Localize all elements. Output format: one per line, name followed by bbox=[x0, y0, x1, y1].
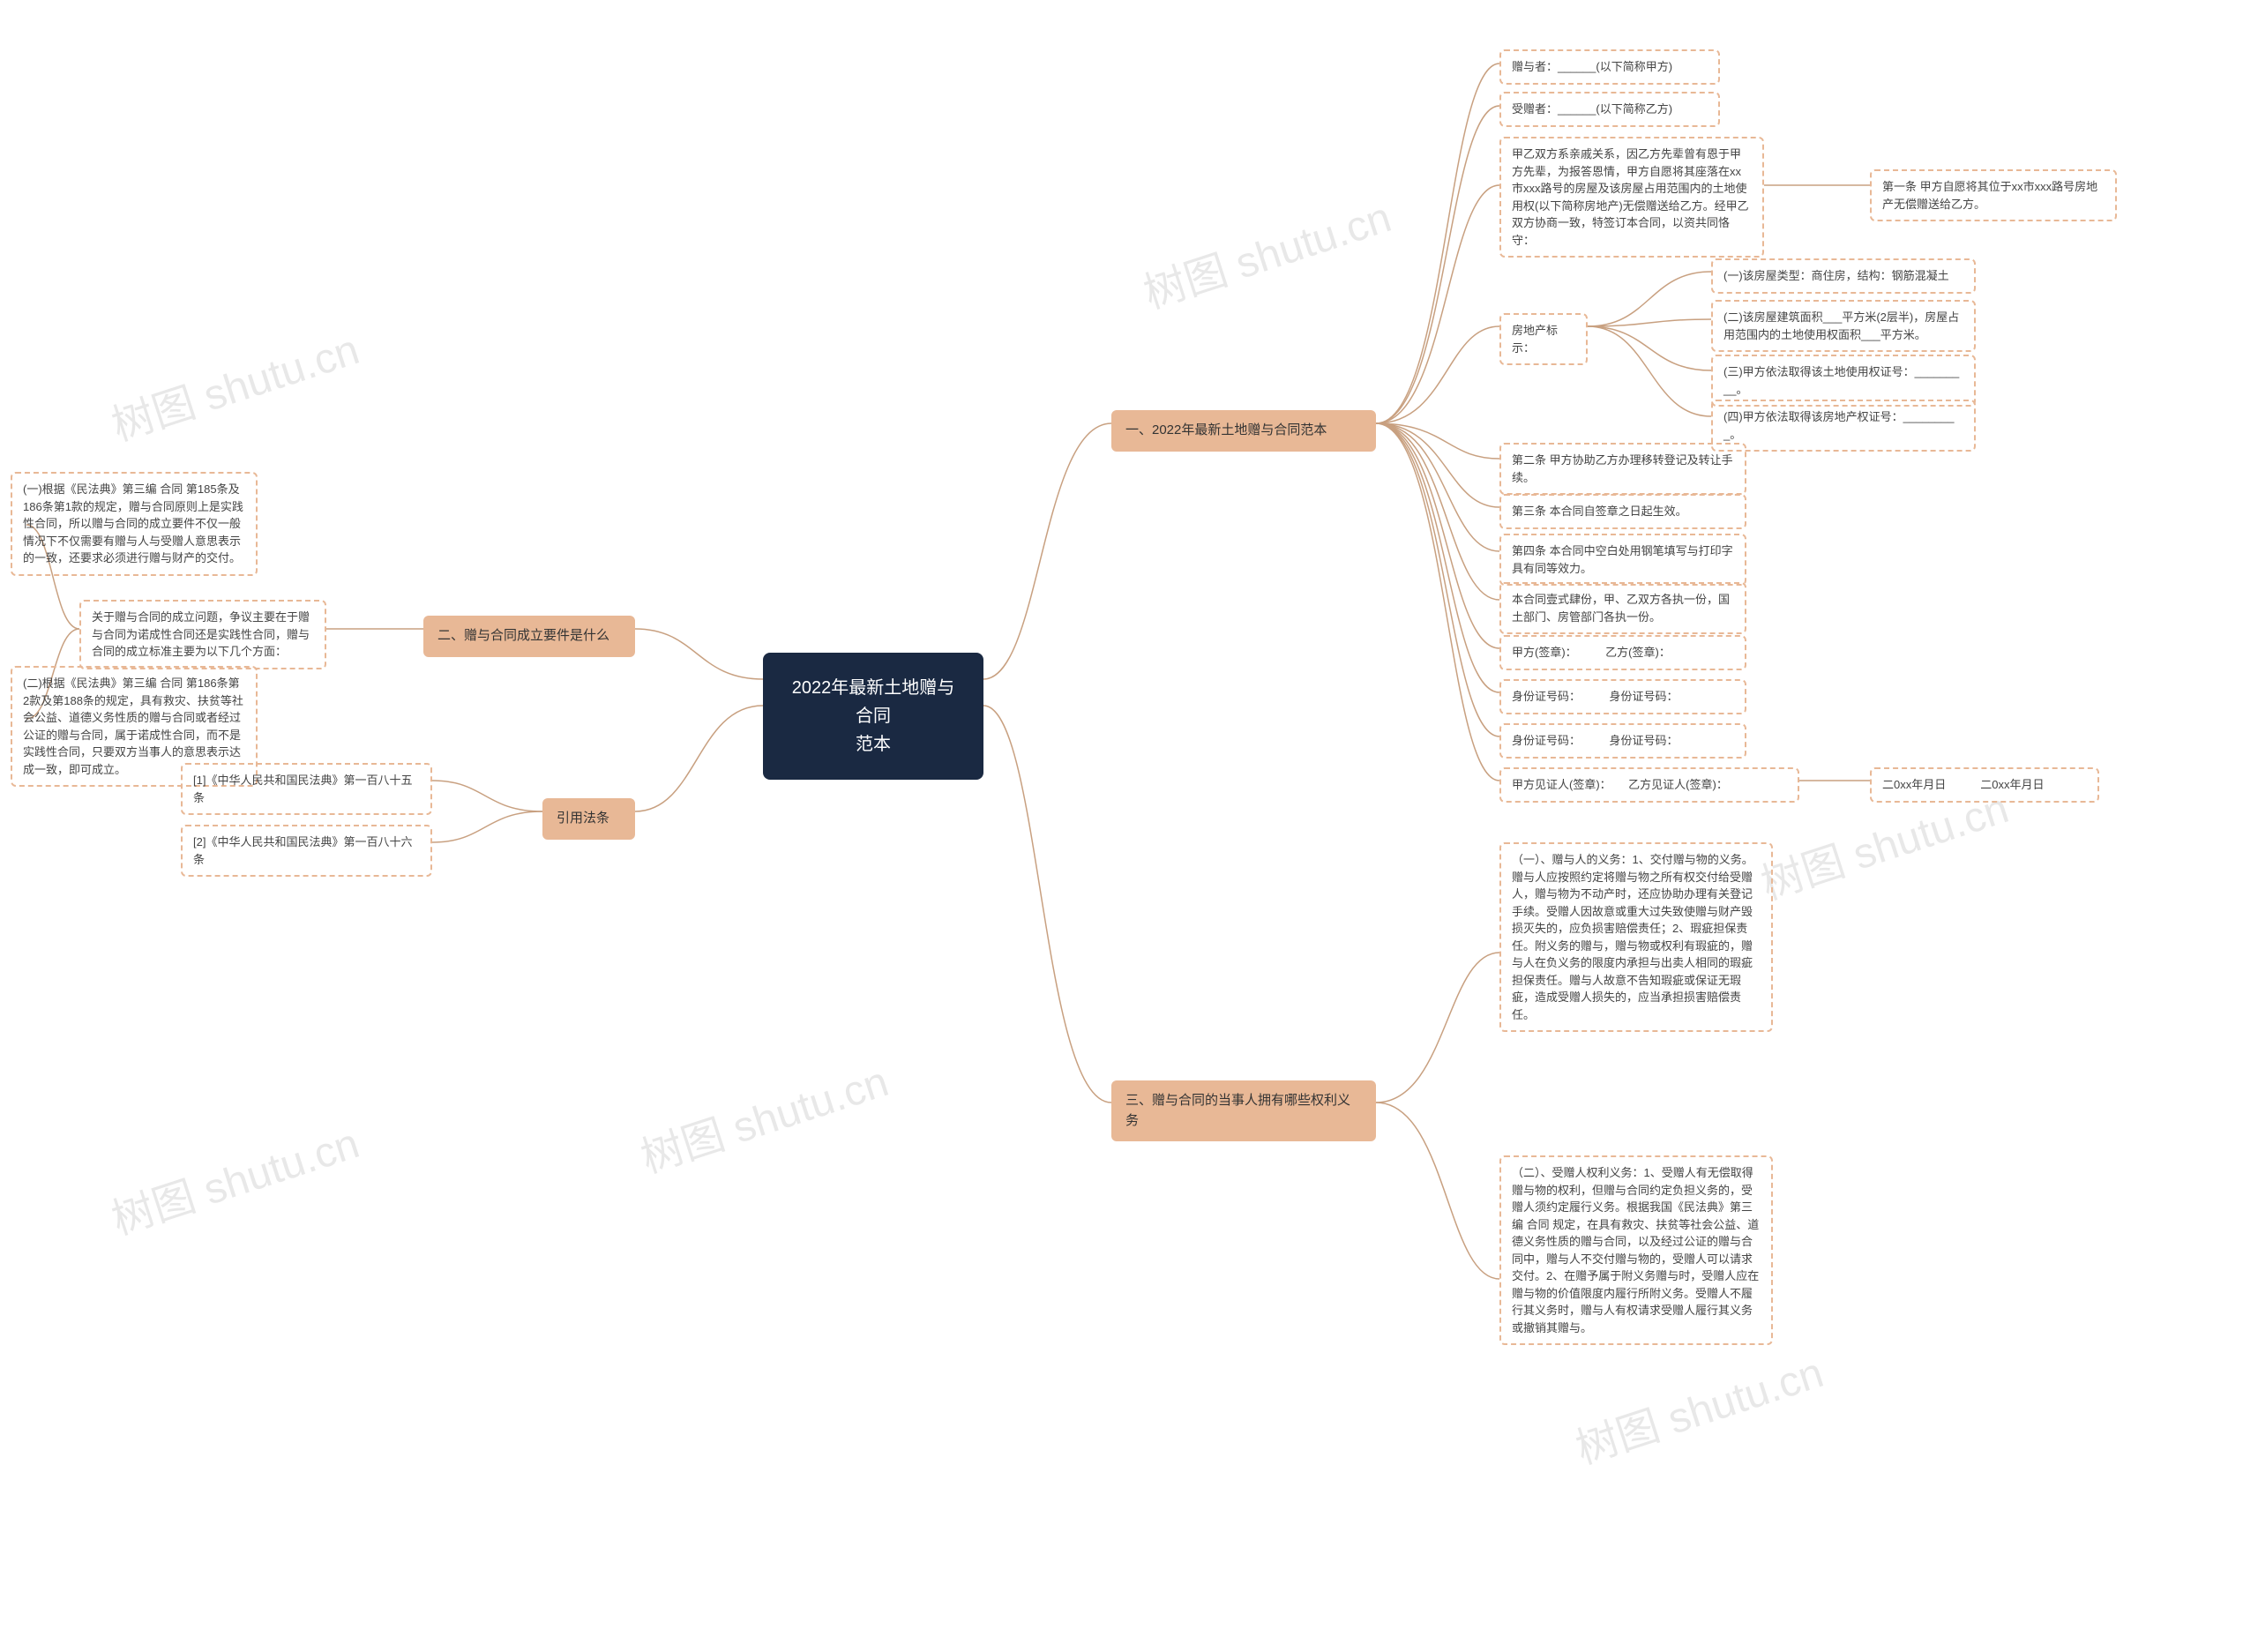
b1-copies: 本合同壹式肆份，甲、乙双方各执一份，国土部门、房管部门各执一份。 bbox=[1499, 582, 1746, 634]
b2-item1: (一)根据《民法典》第三编 合同 第185条及186条第1款的规定，赠与合同原则… bbox=[11, 472, 258, 576]
b1-property-a: (一)该房屋类型：商住房，结构：钢筋混凝土 bbox=[1711, 258, 1976, 294]
b3-donor-duties: （一）、赠与人的义务：1、交付赠与物的义务。赠与人应按照约定将赠与物之所有权交付… bbox=[1499, 842, 1773, 1032]
branch-3: 三、赠与合同的当事人拥有哪些权利义务 bbox=[1111, 1080, 1376, 1141]
root-title-line2: 范本 bbox=[856, 735, 891, 754]
b1-id2: 身份证号码： 身份证号码： bbox=[1499, 723, 1746, 759]
watermark: 树图 shutu.cn bbox=[102, 1109, 365, 1246]
watermark: 树图 shutu.cn bbox=[632, 1047, 894, 1185]
watermark: 树图 shutu.cn bbox=[102, 315, 365, 452]
b1-id1: 身份证号码： 身份证号码： bbox=[1499, 679, 1746, 714]
watermark: 树图 shutu.cn bbox=[1134, 183, 1397, 320]
b1-sign-parties: 甲方(签章)： 乙方(签章)： bbox=[1499, 635, 1746, 670]
root-node: 2022年最新土地赠与合同 范本 bbox=[763, 653, 983, 780]
b1-article3: 第三条 本合同自签章之日起生效。 bbox=[1499, 494, 1746, 529]
b1-article4: 第四条 本合同中空白处用钢笔填写与打印字具有同等效力。 bbox=[1499, 534, 1746, 586]
b1-witness: 甲方见证人(签章)： 乙方见证人(签章)： bbox=[1499, 767, 1799, 803]
b1-donor: 赠与者：______(以下简称甲方) bbox=[1499, 49, 1720, 85]
branch-4: 引用法条 bbox=[542, 798, 635, 840]
b4-law1: [1]《中华人民共和国民法典》第一百八十五条 bbox=[181, 763, 432, 815]
branch-3-label: 三、赠与合同的当事人拥有哪些权利义务 bbox=[1125, 1093, 1350, 1128]
b1-preamble: 甲乙双方系亲戚关系，因乙方先辈曾有恩于甲方先辈，为报答恩情，甲方自愿将其座落在x… bbox=[1499, 137, 1764, 258]
b1-article1: 第一条 甲方自愿将其位于xx市xxx路号房地产无偿赠送给乙方。 bbox=[1870, 169, 2117, 221]
b4-law2: [2]《中华人民共和国民法典》第一百八十六条 bbox=[181, 825, 432, 877]
b1-property-label: 房地产标示： bbox=[1499, 313, 1588, 365]
b1-property-b: (二)该房屋建筑面积___平方米(2层半)，房屋占用范围内的土地使用权面积___… bbox=[1711, 300, 1976, 352]
b1-property-d: (四)甲方依法取得该房地产权证号：_________。 bbox=[1711, 400, 1976, 452]
b1-article2: 第二条 甲方协助乙方办理移转登记及转让手续。 bbox=[1499, 443, 1746, 495]
branch-1: 一、2022年最新土地赠与合同范本 bbox=[1111, 410, 1376, 452]
watermark: 树图 shutu.cn bbox=[1566, 1338, 1829, 1476]
b3-recipient-duties: （二）、受赠人权利义务：1、受赠人有无偿取得赠与物的权利，但赠与合同约定负担义务… bbox=[1499, 1155, 1773, 1345]
b1-recipient: 受赠者：______(以下简称乙方) bbox=[1499, 92, 1720, 127]
b2-intro: 关于赠与合同的成立问题，争议主要在于赠与合同为诺成性合同还是实践性合同，赠与合同… bbox=[79, 600, 326, 669]
root-title-line1: 2022年最新土地赠与合同 bbox=[792, 678, 955, 726]
b1-date: 二0xx年月日 二0xx年月日 bbox=[1870, 767, 2099, 803]
branch-2: 二、赠与合同成立要件是什么 bbox=[423, 616, 635, 657]
